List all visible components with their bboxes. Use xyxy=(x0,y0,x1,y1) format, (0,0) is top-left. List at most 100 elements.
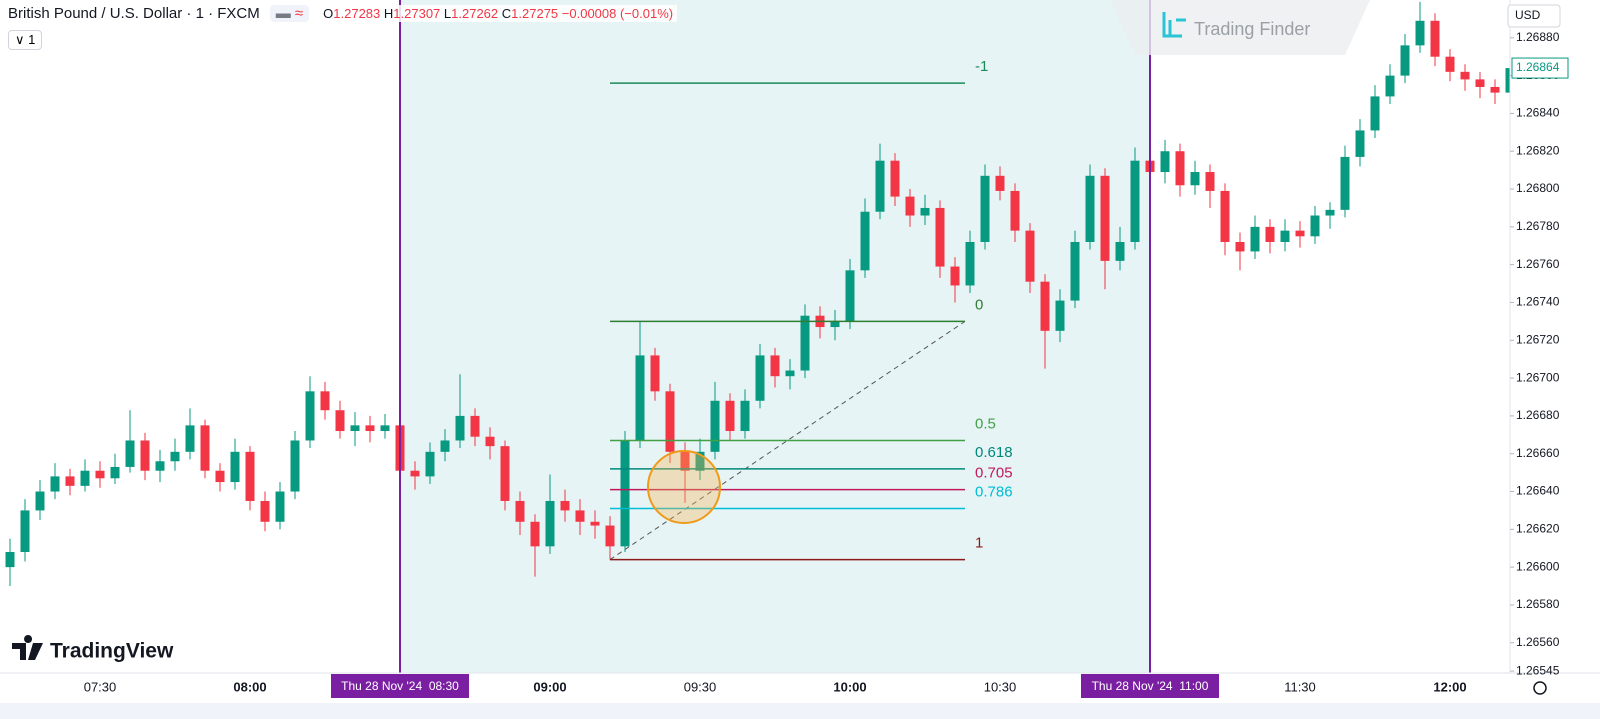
fib-label: 0 xyxy=(975,296,983,313)
candle-body xyxy=(1445,56,1455,72)
candle-body xyxy=(335,410,345,432)
candle-body xyxy=(1280,230,1290,242)
highlight-range xyxy=(400,0,1150,673)
candle-body xyxy=(1400,45,1410,76)
currency-button[interactable] xyxy=(1507,4,1561,28)
candle-body xyxy=(710,400,720,452)
fib-label: 0.618 xyxy=(975,444,1013,461)
candle-body xyxy=(350,425,360,432)
symbol: British Pound / U.S. Dollar · 1 · FXCM xyxy=(8,5,260,22)
candle-body xyxy=(575,510,585,522)
ohlc-value: 1.27307 xyxy=(393,6,441,21)
candle-body xyxy=(1295,230,1305,237)
x-tick-label: 10:30 xyxy=(984,679,1017,694)
currency: USD xyxy=(1515,8,1541,22)
candle-body xyxy=(1340,156,1350,210)
candle-body xyxy=(440,440,450,452)
candle-body xyxy=(365,425,375,432)
candle-body xyxy=(665,391,675,452)
y-tick-label: 1.26880 xyxy=(1516,30,1560,44)
candle-body xyxy=(1175,151,1185,186)
candle-body xyxy=(470,415,480,437)
candle-body xyxy=(1370,96,1380,131)
candle-body xyxy=(1490,86,1500,93)
candle-body xyxy=(995,175,1005,191)
candle-body xyxy=(1430,20,1440,57)
candle-body xyxy=(80,470,90,486)
candle-body xyxy=(290,440,300,492)
range-label: Thu 28 Nov '24 11:00 xyxy=(1092,679,1209,693)
x-tick-label: 12:00 xyxy=(1433,679,1466,694)
candle-body xyxy=(230,451,240,483)
y-tick-label: 1.26840 xyxy=(1516,106,1560,120)
candle-body xyxy=(680,451,690,471)
candle-body xyxy=(875,160,885,212)
y-tick-label: 1.26780 xyxy=(1516,219,1560,233)
candle-body xyxy=(170,451,180,462)
candle-body xyxy=(1220,190,1230,242)
candle-body xyxy=(1160,151,1170,173)
candle-body xyxy=(125,440,135,467)
candle-body xyxy=(1355,130,1365,157)
candle-body xyxy=(650,355,660,392)
candle-body xyxy=(545,500,555,547)
candle-body xyxy=(620,440,630,547)
candle-body xyxy=(950,266,960,286)
y-tick-label: 1.26660 xyxy=(1516,446,1560,460)
logo-text: Trading Finder xyxy=(1194,19,1310,39)
tv-icon xyxy=(12,635,43,660)
price-axis-bg xyxy=(1510,0,1600,719)
x-tick-label: 09:00 xyxy=(533,679,566,694)
candle-body xyxy=(1055,300,1065,331)
interval-button[interactable]: ∨ 1 xyxy=(8,30,43,50)
range-label: Thu 28 Nov '24 08:30 xyxy=(341,679,459,693)
ohlc: O1.27283 H1.27307 L1.27262 C1.27275 −0.0… xyxy=(319,5,678,22)
candle-body xyxy=(845,270,855,322)
candle-body xyxy=(1130,160,1140,242)
fib-label: 0.705 xyxy=(975,465,1013,482)
candle-body xyxy=(1415,20,1425,46)
toggle[interactable]: ▬ ≈ xyxy=(269,5,310,22)
candle-body xyxy=(860,211,870,271)
candle-body xyxy=(185,425,195,452)
y-tick-label: 1.26720 xyxy=(1516,332,1560,346)
last-price-box xyxy=(1511,57,1569,79)
candle-body xyxy=(1115,241,1125,261)
range-label-box xyxy=(331,674,469,698)
settings-icon[interactable] xyxy=(1533,681,1547,695)
y-tick-label: 1.26820 xyxy=(1516,143,1560,157)
candle-body xyxy=(275,491,285,522)
candle-body xyxy=(725,400,735,432)
candle-body xyxy=(1025,230,1035,282)
x-tick-label: 10:00 xyxy=(833,679,866,694)
y-tick-label: 1.26800 xyxy=(1516,181,1560,195)
ohlc-value: 1.27262 xyxy=(451,6,499,21)
candle-body xyxy=(740,400,750,432)
y-tick-label: 1.26740 xyxy=(1516,295,1560,309)
candle-body xyxy=(455,415,465,441)
ohlc-key: O xyxy=(323,6,334,21)
candle-body xyxy=(380,425,390,432)
candle-body xyxy=(155,461,165,471)
x-tick-label: 09:30 xyxy=(684,679,717,694)
candle-body xyxy=(830,321,840,328)
y-tick-label: 1.26620 xyxy=(1516,521,1560,535)
candle-body xyxy=(1385,75,1395,97)
candle-body xyxy=(425,451,435,477)
candle-body xyxy=(770,355,780,377)
ohlc-value: 1.27275 xyxy=(511,6,559,21)
candle-body xyxy=(605,525,615,547)
ohlc-key: L xyxy=(443,6,452,21)
fib-label: 1 xyxy=(975,535,983,552)
candle-body xyxy=(1325,209,1335,216)
candle-body xyxy=(1205,172,1215,191)
x-tick-label: 07:30 xyxy=(84,679,117,694)
candle-body xyxy=(95,470,105,479)
candle-body xyxy=(1010,190,1020,231)
y-tick-label: 1.26700 xyxy=(1516,370,1560,384)
tv-logo-text: TradingView xyxy=(50,640,174,663)
time-axis-bg xyxy=(0,673,1600,703)
change: −0.00008 (−0.01%) xyxy=(561,6,674,21)
candle-body xyxy=(560,500,570,511)
candle-body xyxy=(695,451,705,471)
